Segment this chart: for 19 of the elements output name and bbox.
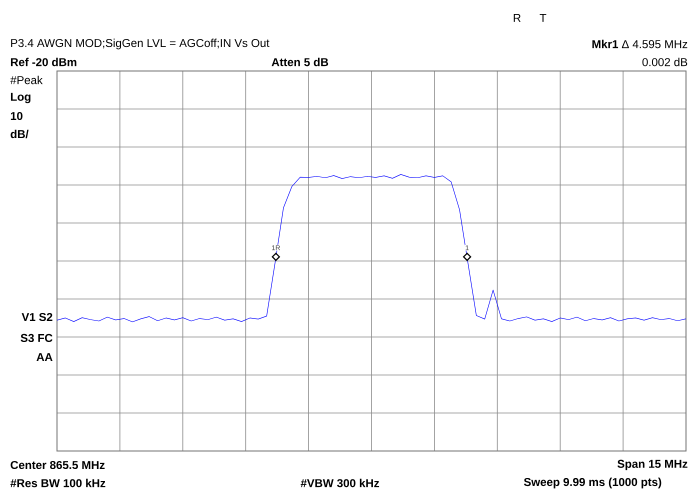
- text: Ref -20 dBm: [10, 58, 76, 66]
- text: S3 FC: [20, 334, 52, 342]
- text: Sweep 9.99 ms (1000 pts): [524, 478, 662, 488]
- text: 10: [10, 112, 22, 120]
- text: Atten 5 dB: [272, 58, 328, 66]
- text: #Res BW 100 kHz: [10, 478, 106, 488]
- chart-title: P3.4 AWGN MOD;SigGen LVL = AGCoff;IN Vs Out: [11, 38, 270, 50]
- text: AA: [36, 353, 52, 361]
- text: 0.002 dB: [642, 58, 688, 66]
- text: Center 865.5 MHz: [10, 460, 105, 470]
- text: Log: [10, 92, 30, 104]
- text: Mkr1 Δ 4.595 MHz: [592, 40, 688, 48]
- text: dB/: [10, 130, 29, 138]
- text: V1 S2: [22, 312, 52, 322]
- text: #VBW 300 kHz: [300, 478, 380, 488]
- text: Span 15 MHz: [617, 460, 688, 470]
- text: T: [540, 14, 546, 22]
- text: #Peak: [10, 76, 43, 84]
- text: R: [514, 14, 521, 22]
